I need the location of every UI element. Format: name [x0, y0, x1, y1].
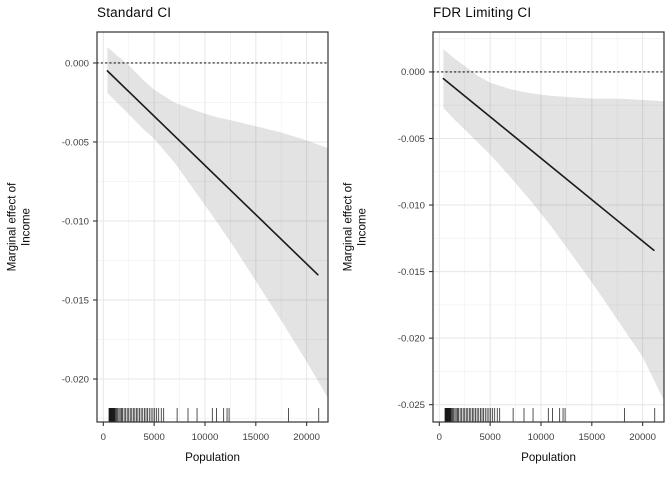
svg-text:-0.025: -0.025: [398, 400, 425, 411]
x-axis-title: Population: [521, 451, 576, 464]
grid-minor: [97, 32, 328, 422]
svg-text:10000: 10000: [528, 432, 555, 443]
marginal-effect-line: [106, 70, 319, 276]
svg-text:5000: 5000: [479, 432, 500, 443]
standard-ci-plot: 0 5000 10000 15000 20000 0.000 -0.005 -0.010 -0.…: [62, 31, 329, 443]
svg-text:-0.010: -0.010: [62, 216, 89, 227]
svg-text:0: 0: [437, 432, 442, 443]
chart-title: Standard CI: [97, 5, 172, 20]
confidence-band: [107, 47, 329, 398]
grid-major: [97, 32, 328, 422]
fdr-limiting-ci-plot: 0 5000 10000 15000 20000 0.000 -0.005 -0.010 -0.…: [398, 31, 665, 443]
x-axis-title: Population: [185, 451, 240, 464]
svg-text:-0.005: -0.005: [62, 137, 89, 148]
svg-text:-0.015: -0.015: [62, 295, 89, 306]
svg-text:20000: 20000: [629, 432, 656, 443]
x-axis-ticks: 0 5000 10000 15000 20000: [101, 422, 320, 443]
svg-text:20000: 20000: [293, 432, 320, 443]
svg-text:10000: 10000: [192, 432, 219, 443]
chart-fdr-limiting-ci: FDR Limiting CI Marginal effect of Incom…: [336, 0, 672, 480]
svg-text:0.000: 0.000: [401, 67, 425, 78]
grid-major: [433, 32, 664, 422]
svg-text:15000: 15000: [578, 432, 605, 443]
rug-marks: [108, 408, 320, 422]
chart-title: FDR Limiting CI: [433, 5, 532, 20]
panel-background: [97, 32, 328, 422]
x-axis-ticks: 0 5000 10000 15000 20000: [437, 422, 656, 443]
svg-text:-0.010: -0.010: [398, 200, 425, 211]
y-axis-ticks: 0.000 -0.005 -0.010 -0.015 -0.020: [62, 58, 97, 385]
svg-text:-0.020: -0.020: [62, 374, 89, 385]
svg-text:15000: 15000: [242, 432, 269, 443]
svg-text:-0.015: -0.015: [398, 267, 425, 278]
svg-text:-0.005: -0.005: [398, 134, 425, 145]
y-axis-ticks: 0.000 -0.005 -0.010 -0.015 -0.020 -0.025: [398, 67, 433, 411]
confidence-band: [443, 49, 664, 401]
panel-border: [96, 31, 329, 423]
marginal-effect-line: [442, 77, 655, 252]
svg-text:5000: 5000: [143, 432, 164, 443]
svg-text:0: 0: [101, 432, 106, 443]
svg-text:0.000: 0.000: [65, 58, 89, 69]
svg-text:-0.020: -0.020: [398, 333, 425, 344]
rug-marks: [444, 408, 656, 422]
panel-border: [432, 31, 665, 423]
